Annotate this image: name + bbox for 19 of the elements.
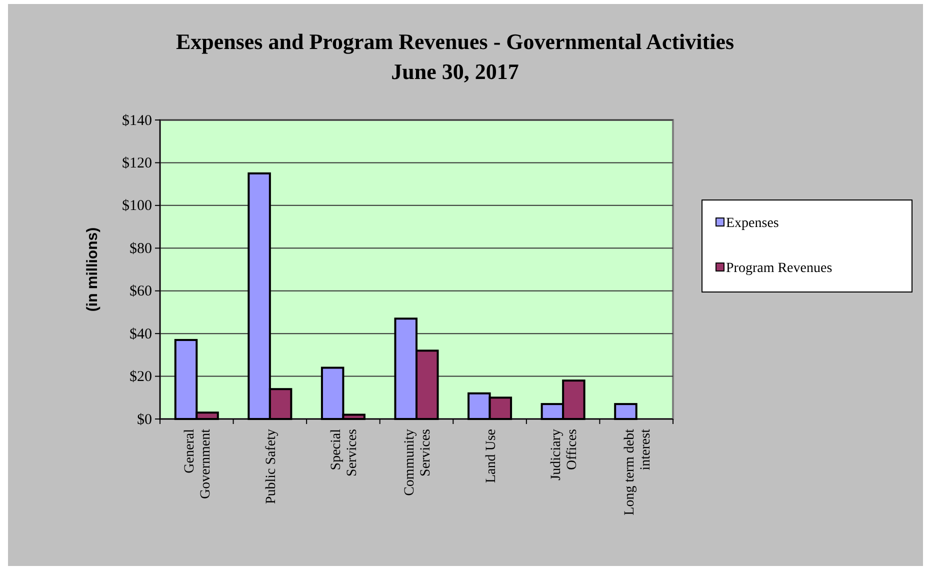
x-tick-label: Public Safety: [264, 429, 279, 504]
y-tick-label: $60: [130, 284, 152, 300]
y-tick-label: $40: [130, 326, 152, 342]
legend-label: Expenses: [726, 216, 779, 231]
y-tick-label: $100: [122, 198, 152, 214]
x-tick-label: General Government: [182, 428, 214, 499]
chart-title: Expenses and Program Revenues - Governmental Activities June 30, 2017: [176, 29, 734, 84]
x-tick-label: Long term debt interest: [622, 428, 654, 516]
legend-label: Program Revenues: [726, 261, 832, 276]
y-tick-label: $20: [130, 369, 152, 386]
y-tick-label: $140: [122, 112, 152, 129]
y-tick-label: $120: [122, 156, 152, 172]
x-tick-label: Special Services: [329, 428, 360, 476]
y-tick-label: $80: [130, 240, 152, 257]
x-tick-label: Judiciary Offices: [549, 429, 580, 480]
y-tick-label: $0: [137, 412, 152, 428]
y-axis-title: (in millions): [84, 227, 101, 312]
x-tick-label: Community Services: [402, 429, 434, 496]
x-tick-label: Land Use: [484, 429, 499, 484]
